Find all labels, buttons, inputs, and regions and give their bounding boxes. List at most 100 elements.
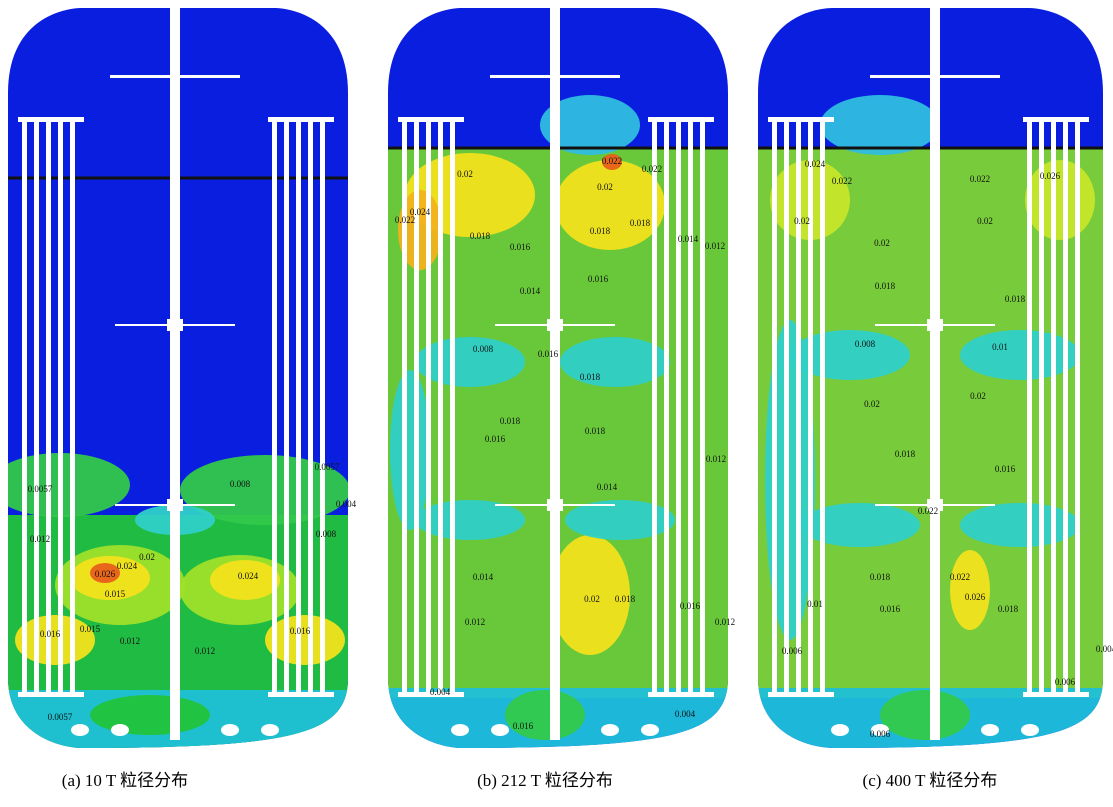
contour-label: 0.0057 — [48, 712, 73, 722]
contour-label: 0.02 — [864, 399, 880, 409]
contour-label: 0.018 — [585, 426, 606, 436]
tube — [438, 120, 443, 695]
tube — [1027, 120, 1032, 695]
tube-footer — [768, 692, 834, 697]
contour-label: 0.014 — [678, 234, 699, 244]
contour-label: 0.018 — [630, 218, 651, 228]
impeller-blade — [495, 504, 615, 506]
nozzle — [641, 724, 659, 736]
impeller-blade — [875, 324, 995, 326]
nozzle — [111, 724, 129, 736]
contour-label: 0.02 — [970, 391, 986, 401]
contour-label: 0.02 — [874, 238, 890, 248]
contour-region — [950, 550, 990, 630]
contour-label: 0.016 — [680, 601, 701, 611]
contour-label: 0.022 — [602, 156, 622, 166]
contour-label: 0.02 — [457, 169, 473, 179]
tube — [700, 120, 705, 695]
shaft — [930, 0, 940, 740]
tube — [450, 120, 455, 695]
nozzle — [221, 724, 239, 736]
contour-label: 0.022 — [832, 176, 852, 186]
contour-label: 0.02 — [794, 216, 810, 226]
contour-label: 0.012 — [465, 617, 485, 627]
caption: (a) 10 T 粒径分布 — [62, 771, 188, 790]
tube-header — [18, 117, 84, 122]
nozzle — [71, 724, 89, 736]
sparger — [490, 75, 620, 78]
contour-label: 0.004 — [336, 499, 357, 509]
tube — [46, 120, 51, 695]
contour-region — [960, 503, 1080, 547]
tube — [1051, 120, 1056, 695]
tube — [796, 120, 801, 695]
contour-label: 0.022 — [950, 572, 970, 582]
contour-region — [820, 95, 940, 155]
contour-label: 0.016 — [40, 629, 61, 639]
contour-label: 0.012 — [705, 241, 725, 251]
contour-label: 0.016 — [995, 464, 1016, 474]
nozzle — [491, 724, 509, 736]
contour-label: 0.012 — [30, 534, 50, 544]
tube — [652, 120, 657, 695]
nozzle — [831, 724, 849, 736]
nozzle — [451, 724, 469, 736]
contour-region — [505, 690, 585, 740]
contour-label: 0.022 — [642, 164, 662, 174]
tube-header — [268, 117, 334, 122]
contour-label: 0.008 — [855, 339, 876, 349]
caption: (c) 400 T 粒径分布 — [863, 771, 998, 790]
contour-label: 0.016 — [485, 434, 506, 444]
contour-label: 0.014 — [597, 482, 618, 492]
contour-label: 0.018 — [615, 594, 636, 604]
contour-label: 0.026 — [95, 569, 116, 579]
contour-region — [880, 690, 970, 740]
tube — [1075, 120, 1080, 695]
tube — [70, 120, 75, 695]
contour-label: 0.004 — [1096, 644, 1113, 654]
contour-label: 0.02 — [584, 594, 600, 604]
nozzle — [601, 724, 619, 736]
tube-header — [398, 117, 464, 122]
tube — [1039, 120, 1044, 695]
contour-label: 0.006 — [782, 646, 803, 656]
shaft — [550, 0, 560, 740]
contour-region — [960, 330, 1080, 380]
impeller-blade — [115, 504, 235, 506]
contour-label: 0.004 — [430, 687, 451, 697]
contour-label: 0.006 — [870, 729, 891, 739]
contour-label: 0.024 — [117, 561, 138, 571]
contour-label: 0.014 — [520, 286, 541, 296]
contour-label: 0.018 — [1005, 294, 1026, 304]
contour-label: 0.018 — [470, 231, 491, 241]
tube-header — [768, 117, 834, 122]
contour-label: 0.0057 — [315, 462, 340, 472]
tube — [402, 120, 407, 695]
contour-region — [90, 695, 210, 735]
contour-region — [390, 370, 430, 530]
contour-label: 0.014 — [473, 572, 494, 582]
tube — [320, 120, 325, 695]
tube — [34, 120, 39, 695]
contour-label: 0.022 — [918, 506, 938, 516]
contour-label: 0.018 — [870, 572, 891, 582]
contour-label: 0.018 — [998, 604, 1019, 614]
tube — [308, 120, 313, 695]
contour-label: 0.016 — [880, 604, 901, 614]
tube-header — [1023, 117, 1089, 122]
contour-label: 0.016 — [513, 721, 534, 731]
tube-footer — [18, 692, 84, 697]
contour-region — [415, 337, 525, 387]
contour-label: 0.02 — [977, 216, 993, 226]
contour-label: 0.008 — [230, 479, 251, 489]
contour-label: 0.018 — [580, 372, 601, 382]
tube-header — [648, 117, 714, 122]
contour-label: 0.02 — [597, 182, 613, 192]
nozzle — [1021, 724, 1039, 736]
contour-label: 0.02 — [139, 552, 155, 562]
page: 0.00570.0120.0260.0240.020.0150.0160.015… — [0, 0, 1113, 807]
tube — [296, 120, 301, 695]
contour-label: 0.015 — [105, 589, 126, 599]
figure: 0.00570.0120.0260.0240.020.0150.0160.015… — [0, 0, 1113, 807]
contour-label: 0.012 — [715, 617, 735, 627]
